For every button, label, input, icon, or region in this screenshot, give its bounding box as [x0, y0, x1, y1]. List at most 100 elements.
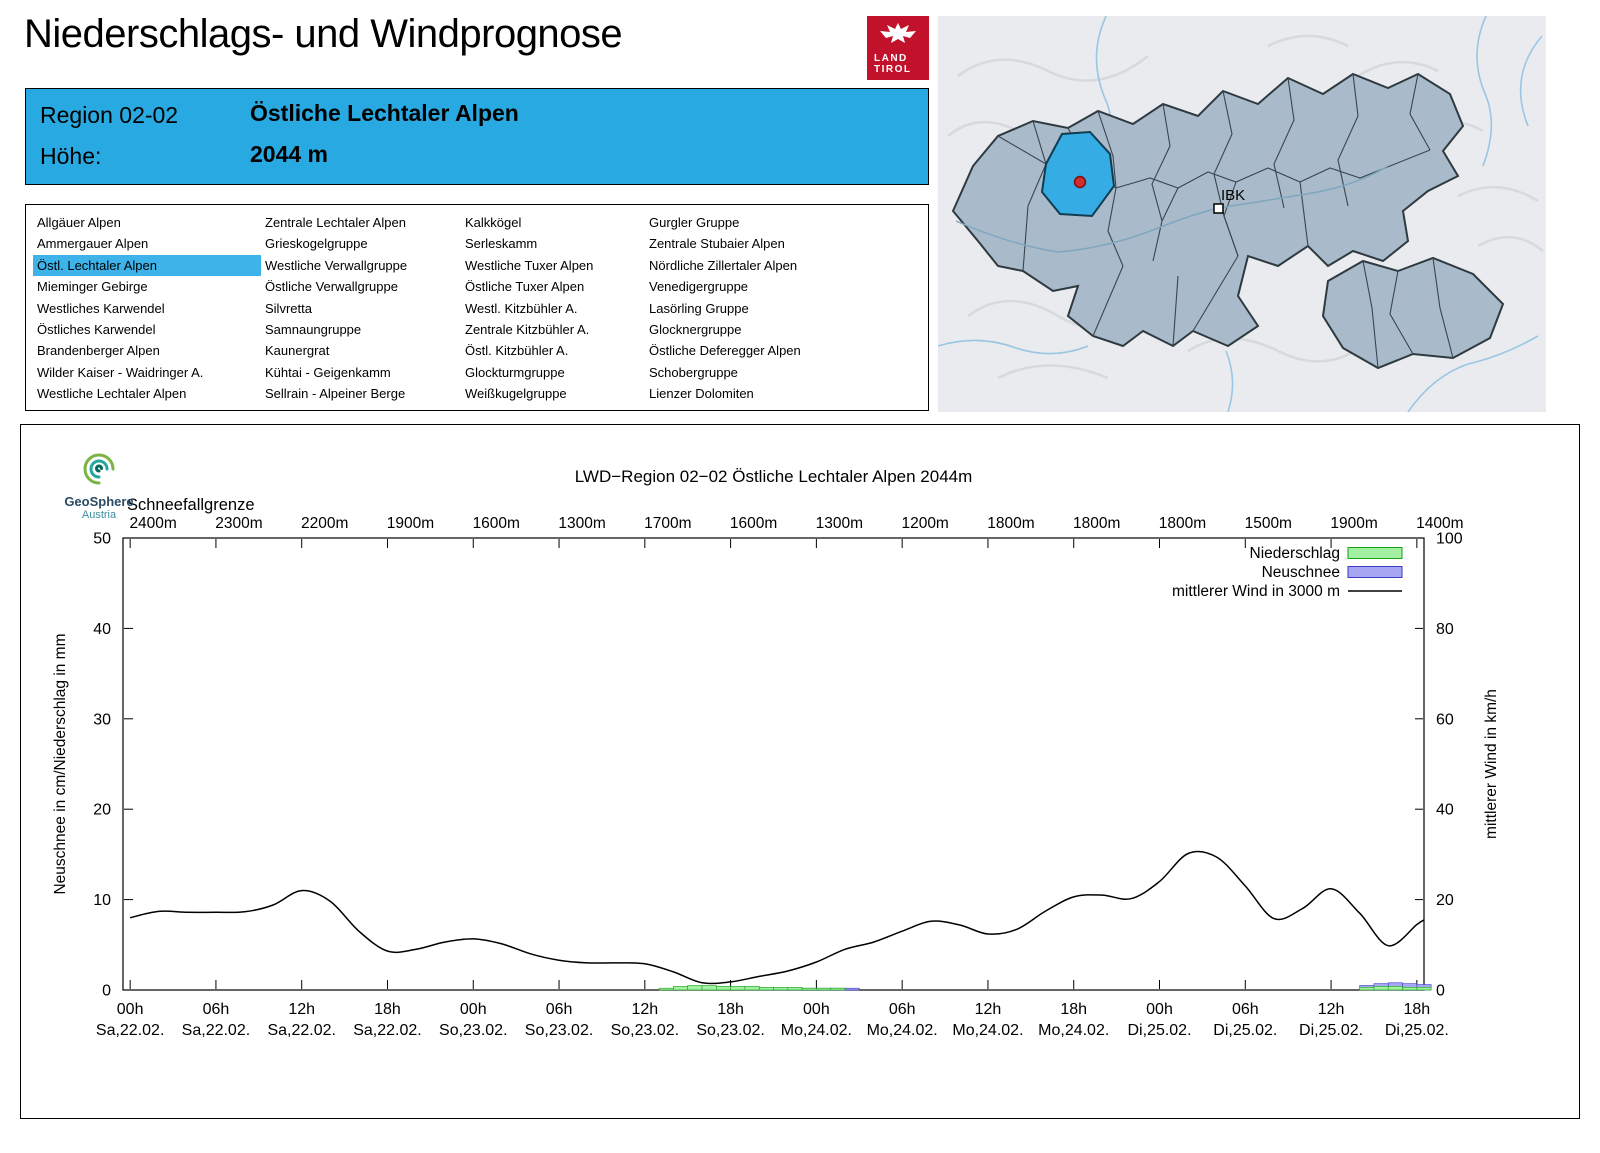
region-list-item[interactable]: Allgäuer Alpen: [37, 215, 121, 230]
x-tick-date: Mo,24.02.: [1038, 1022, 1109, 1039]
region-list-item[interactable]: Zentrale Lechtaler Alpen: [265, 215, 406, 230]
region-list-column: Zentrale Lechtaler Alpen Grieskogelgruppe…: [261, 212, 461, 410]
region-list-item[interactable]: Mieminger Gebirge: [37, 279, 148, 295]
right-tick-label: 0: [1436, 983, 1445, 1000]
x-tick-date: Mo,24.02.: [867, 1022, 938, 1039]
snowline-label: Schneefallgrenze: [127, 496, 255, 514]
region-list-item[interactable]: Sellrain - Alpeiner Berge: [265, 386, 406, 402]
plot-border: [122, 537, 1425, 991]
region-list-item[interactable]: Samnaungruppe: [265, 321, 362, 337]
ibk-marker: [1213, 203, 1224, 214]
legend-label: Neuschnee: [1262, 564, 1340, 581]
region-list-column: Gurgler Gruppe Zentrale Stubaier Alpen Nör…: [645, 212, 928, 410]
svg-text:1300m: 1300m: [558, 515, 605, 532]
geosphere-logo: GeoSphere Austria: [51, 443, 147, 521]
svg-text:1300m: 1300m: [816, 515, 863, 532]
svg-text:2400m: 2400m: [129, 515, 176, 532]
svg-text:1800m: 1800m: [1073, 515, 1120, 532]
region-list-item[interactable]: Zentrale Stubaier Alpen: [649, 236, 785, 252]
region-list-column: Kalkkögel Serleskamm Westliche Tuxer Alpen…: [461, 212, 645, 410]
region-list-item[interactable]: Lienzer Dolomiten: [649, 386, 754, 402]
region-list-item[interactable]: Westliches Karwendel: [37, 300, 165, 316]
tirol-map[interactable]: IBK: [937, 15, 1546, 413]
ibk-label: IBK: [1221, 187, 1245, 204]
neuschnee-bars: [744, 982, 1432, 991]
left-tick-label: 0: [102, 983, 111, 1000]
left-tick-label: 40: [93, 621, 111, 638]
right-tick-label: 100: [1436, 531, 1463, 548]
region-list-item[interactable]: Kalkkögel: [465, 215, 522, 230]
region-list-item[interactable]: Glockturmgruppe: [465, 364, 565, 380]
region-list-item[interactable]: Brandenberger Alpen: [37, 343, 160, 359]
svg-text:1600m: 1600m: [730, 515, 777, 532]
x-tick-time: 18h: [1404, 1001, 1431, 1018]
region-list-item[interactable]: Westliche Lechtaler Alpen: [37, 386, 187, 402]
left-tick-label: 30: [93, 711, 111, 728]
x-tick-time: 06h: [1232, 1001, 1259, 1018]
region-list-item[interactable]: Grieskogelgruppe: [265, 236, 368, 252]
x-tick-time: 12h: [975, 1001, 1002, 1018]
region-list-item[interactable]: Lasörling Gruppe: [649, 300, 749, 316]
region-label: Region 02-02: [40, 102, 179, 128]
region-list-item[interactable]: Östliche Verwallgruppe: [265, 279, 398, 295]
svg-text:1800m: 1800m: [987, 515, 1034, 532]
region-list-item[interactable]: Kühtai - Geigenkamm: [265, 364, 391, 380]
selected-region-dot: [1073, 175, 1087, 189]
region-list-item[interactable]: Westl. Kitzbühler A.: [465, 300, 578, 316]
legend: Niederschlag Neuschnee mittlerer Wind in 3…: [1172, 545, 1403, 600]
region-list-item[interactable]: Schobergruppe: [649, 364, 738, 380]
region-list-item[interactable]: Östliche Deferegger Alpen: [649, 343, 801, 359]
forecast-chart: LWD−Region 02−02 Östliche Lechtaler Alpe…: [52, 467, 1500, 1039]
x-tick-date: Mo,24.02.: [781, 1022, 852, 1039]
left-axis-label: Neuschnee in cm/Niederschlag in mm: [52, 633, 69, 894]
geosphere-name: GeoSphere: [64, 494, 134, 509]
x-tick-date: Di,25.02.: [1127, 1022, 1191, 1039]
x-tick-time: 18h: [1060, 1001, 1087, 1018]
region-list-item[interactable]: Venedigergruppe: [649, 279, 749, 295]
region-list-item-selected[interactable]: Östl. Lechtaler Alpen: [33, 254, 261, 277]
region-header: Region 02-02 Östliche Lechtaler Alpen Hö…: [25, 88, 929, 185]
svg-text:1800m: 1800m: [1159, 515, 1206, 532]
svg-text:2300m: 2300m: [215, 515, 262, 532]
region-list-item[interactable]: Silvretta: [265, 300, 312, 316]
region-list-item[interactable]: Östl. Kitzbühler A.: [465, 343, 569, 359]
region-list-item[interactable]: Westliche Tuxer Alpen: [465, 257, 594, 273]
region-list-column: Allgäuer Alpen Ammergauer Alpen Östl. Lech…: [33, 212, 261, 410]
region-list-item[interactable]: Zentrale Kitzbühler A.: [465, 321, 590, 337]
tirol-logo-line2: TIROL: [874, 64, 912, 75]
region-list-item[interactable]: Gurgler Gruppe: [649, 215, 740, 230]
x-tick-time: 00h: [117, 1001, 144, 1018]
x-tick-date: Sa,22.02.: [353, 1022, 422, 1039]
x-tick-time: 06h: [889, 1001, 916, 1018]
region-list-item[interactable]: Weißkugelgruppe: [465, 386, 567, 402]
chart-title: LWD−Region 02−02 Östliche Lechtaler Alpe…: [575, 467, 973, 486]
geosphere-country: Austria: [81, 509, 117, 521]
right-tick-label: 20: [1436, 892, 1454, 909]
tirol-eagle-icon: [880, 23, 916, 43]
svg-text:1200m: 1200m: [901, 515, 948, 532]
region-name: Östliche Lechtaler Alpen: [250, 100, 519, 126]
x-tick-labels: 00h Sa,22.02. 06h Sa,22.02. 12h Sa,22.02. 18h S…: [96, 1001, 1449, 1039]
x-tick-date: Di,25.02.: [1299, 1022, 1363, 1039]
region-list-item[interactable]: Glocknergruppe: [649, 321, 742, 337]
x-tick-date: So,23.02.: [696, 1022, 765, 1039]
region-list-item[interactable]: Westliche Verwallgruppe: [265, 257, 408, 273]
x-tick-time: 12h: [631, 1001, 658, 1018]
legend-swatch: [1347, 566, 1403, 578]
legend-label: Niederschlag: [1250, 545, 1340, 562]
svg-text:1900m: 1900m: [387, 515, 434, 532]
forecast-chart-panel: LWD−Region 02−02 Östliche Lechtaler Alpe…: [20, 424, 1580, 1119]
selected-region-highlight[interactable]: [1040, 130, 1116, 218]
region-list-item[interactable]: Serleskamm: [465, 236, 538, 252]
region-list-item[interactable]: Kaunergrat: [265, 343, 330, 359]
region-list-item[interactable]: Östliche Tuxer Alpen: [465, 279, 585, 295]
x-tick-date: Di,25.02.: [1385, 1022, 1449, 1039]
x-tick-time: 12h: [288, 1001, 315, 1018]
x-tick-time: 00h: [460, 1001, 487, 1018]
region-list-item[interactable]: Östliches Karwendel: [37, 321, 156, 337]
region-list-item[interactable]: Nördliche Zillertaler Alpen: [649, 257, 798, 273]
region-list-item[interactable]: Wilder Kaiser - Waidringer A.: [37, 364, 204, 380]
x-tick-date: Sa,22.02.: [96, 1022, 165, 1039]
region-list-item[interactable]: Ammergauer Alpen: [37, 236, 149, 252]
x-tick-time: 18h: [374, 1001, 401, 1018]
